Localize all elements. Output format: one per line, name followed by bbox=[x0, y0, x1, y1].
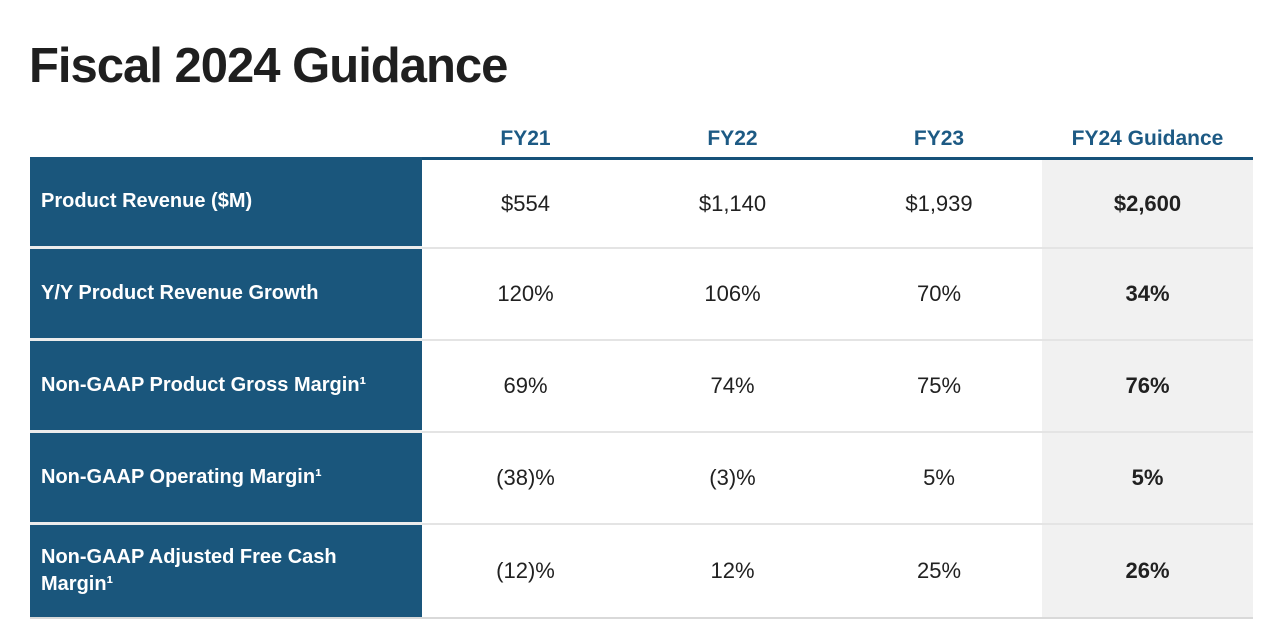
row-label-product-revenue: Product Revenue ($M) bbox=[30, 157, 422, 249]
cell-gross-margin-fy23: 75% bbox=[836, 341, 1042, 433]
cell-free-cash-margin-fy24: 26% bbox=[1042, 525, 1253, 617]
row-label-free-cash-margin: Non-GAAP Adjusted Free Cash Margin¹ bbox=[30, 525, 422, 617]
cell-free-cash-margin-fy23: 25% bbox=[836, 525, 1042, 617]
cell-operating-margin-fy22: (3)% bbox=[629, 433, 836, 525]
row-label-revenue-growth: Y/Y Product Revenue Growth bbox=[30, 249, 422, 341]
row-label-gross-margin: Non-GAAP Product Gross Margin¹ bbox=[30, 341, 422, 433]
table-header-row: FY21 FY22 FY23 FY24 Guidance bbox=[30, 117, 1253, 157]
cell-revenue-growth-fy23: 70% bbox=[836, 249, 1042, 341]
cell-free-cash-margin-fy22: 12% bbox=[629, 525, 836, 617]
table-body: Product Revenue ($M) $554 $1,140 $1,939 … bbox=[30, 157, 1253, 619]
page-title: Fiscal 2024 Guidance bbox=[29, 39, 508, 93]
cell-revenue-growth-fy22: 106% bbox=[629, 249, 836, 341]
cell-revenue-growth-fy21: 120% bbox=[422, 249, 629, 341]
cell-operating-margin-fy23: 5% bbox=[836, 433, 1042, 525]
cell-revenue-growth-fy24: 34% bbox=[1042, 249, 1253, 341]
cell-gross-margin-fy22: 74% bbox=[629, 341, 836, 433]
column-header-fy21: FY21 bbox=[500, 127, 551, 150]
cell-free-cash-margin-fy21: (12)% bbox=[422, 525, 629, 617]
cell-operating-margin-fy24: 5% bbox=[1042, 433, 1253, 525]
cell-product-revenue-fy24: $2,600 bbox=[1042, 157, 1253, 249]
cell-product-revenue-fy22: $1,140 bbox=[629, 157, 836, 249]
cell-operating-margin-fy21: (38)% bbox=[422, 433, 629, 525]
guidance-table: FY21 FY22 FY23 FY24 Guidance Product Rev… bbox=[30, 117, 1253, 619]
column-header-fy22: FY22 bbox=[707, 127, 758, 150]
cell-product-revenue-fy21: $554 bbox=[422, 157, 629, 249]
cell-gross-margin-fy24: 76% bbox=[1042, 341, 1253, 433]
cell-gross-margin-fy21: 69% bbox=[422, 341, 629, 433]
header-spacer bbox=[30, 117, 422, 157]
column-header-fy23: FY23 bbox=[913, 127, 965, 150]
cell-product-revenue-fy23: $1,939 bbox=[836, 157, 1042, 249]
row-label-operating-margin: Non-GAAP Operating Margin¹ bbox=[30, 433, 422, 525]
column-header-fy24-guidance: FY24 Guidance bbox=[1071, 127, 1224, 150]
